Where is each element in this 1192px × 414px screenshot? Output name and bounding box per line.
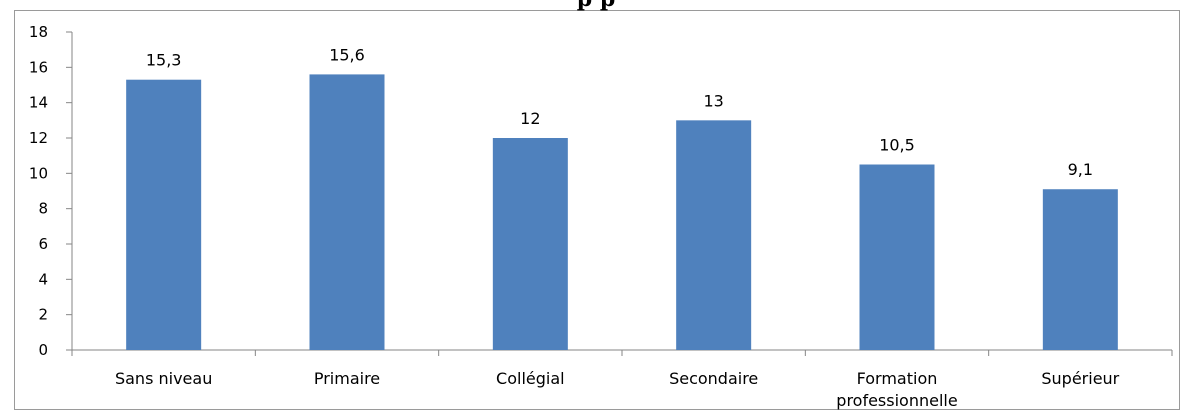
bar [676,120,752,350]
category-label: Collégial [496,369,565,388]
y-tick-label: 8 [38,200,48,218]
category-label: Secondaire [669,369,758,388]
y-tick-label: 16 [29,58,48,76]
data-label: 9,1 [1068,160,1093,179]
y-tick-label: 4 [38,270,48,288]
y-tick-label: 18 [29,23,48,41]
y-tick-label: 0 [38,341,48,359]
bar [859,164,935,350]
bar [126,79,202,350]
y-tick-label: 14 [29,94,48,112]
category-label: Sans niveau [115,369,212,388]
category-labels: Sans niveau Primaire Collégial Secondaire Fo… [115,369,1120,410]
bar [492,138,568,350]
category-label: Supérieur [1041,369,1119,388]
data-label: 15,6 [329,45,365,64]
chart-title-clipped: p p [0,0,1192,12]
bar [309,74,385,351]
data-label: 13 [703,91,723,110]
data-label: 12 [520,109,540,128]
y-tick-label: 6 [38,235,48,253]
category-label: Primaire [314,369,380,388]
bar [1042,189,1118,350]
data-labels: 15,3 15,6 12 13 10,5 9,1 [146,45,1093,179]
axes: 0 2 4 6 8 10 12 14 16 18 [29,23,1173,359]
chart-frame [14,10,1180,410]
data-label: 15,3 [146,51,182,70]
y-tick-label: 2 [38,306,48,324]
y-tick-label: 12 [29,129,48,147]
data-label: 10,5 [879,136,915,155]
category-label: professionnelle [836,391,957,410]
category-label: Formation [857,369,938,388]
y-tick-label: 10 [29,164,48,182]
bars [126,74,1118,351]
